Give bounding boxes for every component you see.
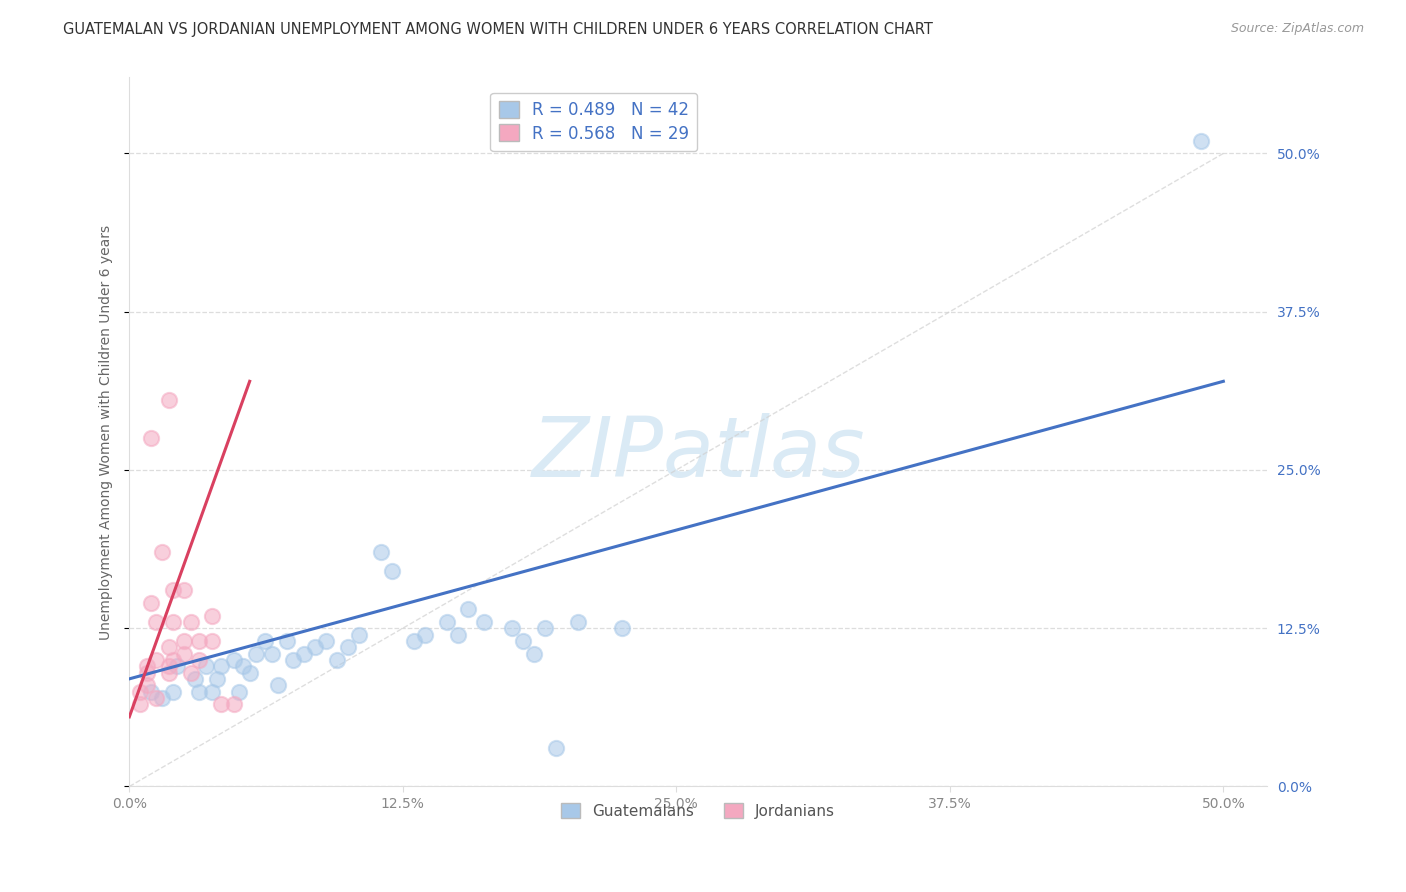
- Point: [304, 640, 326, 655]
- Point: [188, 633, 211, 648]
- Point: [201, 684, 224, 698]
- Point: [150, 690, 173, 705]
- Point: [150, 545, 173, 559]
- Text: Source: ZipAtlas.com: Source: ZipAtlas.com: [1230, 22, 1364, 36]
- Point: [402, 633, 425, 648]
- Point: [253, 633, 276, 648]
- Text: ZIPatlas: ZIPatlas: [531, 413, 865, 494]
- Point: [232, 659, 254, 673]
- Point: [145, 690, 167, 705]
- Point: [381, 564, 404, 578]
- Point: [157, 659, 180, 673]
- Point: [267, 678, 290, 692]
- Point: [157, 393, 180, 408]
- Point: [224, 653, 246, 667]
- Point: [245, 647, 267, 661]
- Point: [228, 684, 250, 698]
- Point: [512, 633, 534, 648]
- Point: [544, 741, 567, 756]
- Point: [347, 627, 370, 641]
- Point: [162, 653, 184, 667]
- Point: [129, 684, 152, 698]
- Point: [141, 596, 163, 610]
- Point: [239, 665, 262, 680]
- Point: [446, 627, 468, 641]
- Point: [180, 615, 202, 629]
- Point: [162, 684, 184, 698]
- Point: [413, 627, 436, 641]
- Point: [201, 633, 224, 648]
- Point: [292, 647, 315, 661]
- Point: [162, 615, 184, 629]
- Point: [209, 659, 232, 673]
- Point: [157, 640, 180, 655]
- Point: [173, 647, 195, 661]
- Point: [523, 647, 546, 661]
- Point: [224, 697, 246, 711]
- Point: [173, 583, 195, 598]
- Point: [135, 665, 157, 680]
- Point: [205, 672, 228, 686]
- Point: [194, 659, 217, 673]
- Point: [326, 653, 349, 667]
- Point: [166, 659, 188, 673]
- Point: [472, 615, 495, 629]
- Point: [610, 621, 633, 635]
- Point: [135, 659, 157, 673]
- Legend: Guatemalans, Jordanians: Guatemalans, Jordanians: [555, 797, 841, 825]
- Point: [157, 665, 180, 680]
- Point: [162, 583, 184, 598]
- Point: [534, 621, 557, 635]
- Point: [260, 647, 283, 661]
- Point: [209, 697, 232, 711]
- Y-axis label: Unemployment Among Women with Children Under 6 years: Unemployment Among Women with Children U…: [100, 225, 114, 640]
- Point: [276, 633, 298, 648]
- Text: GUATEMALAN VS JORDANIAN UNEMPLOYMENT AMONG WOMEN WITH CHILDREN UNDER 6 YEARS COR: GUATEMALAN VS JORDANIAN UNEMPLOYMENT AMO…: [63, 22, 934, 37]
- Point: [283, 653, 305, 667]
- Point: [201, 608, 224, 623]
- Point: [567, 615, 589, 629]
- Point: [180, 665, 202, 680]
- Point: [141, 431, 163, 445]
- Point: [501, 621, 523, 635]
- Point: [436, 615, 458, 629]
- Point: [141, 684, 163, 698]
- Point: [315, 633, 337, 648]
- Point: [184, 672, 207, 686]
- Point: [135, 678, 157, 692]
- Point: [188, 684, 211, 698]
- Point: [145, 615, 167, 629]
- Point: [457, 602, 479, 616]
- Point: [337, 640, 360, 655]
- Point: [370, 545, 392, 559]
- Point: [188, 653, 211, 667]
- Point: [129, 697, 152, 711]
- Point: [1191, 134, 1213, 148]
- Point: [145, 653, 167, 667]
- Point: [173, 633, 195, 648]
